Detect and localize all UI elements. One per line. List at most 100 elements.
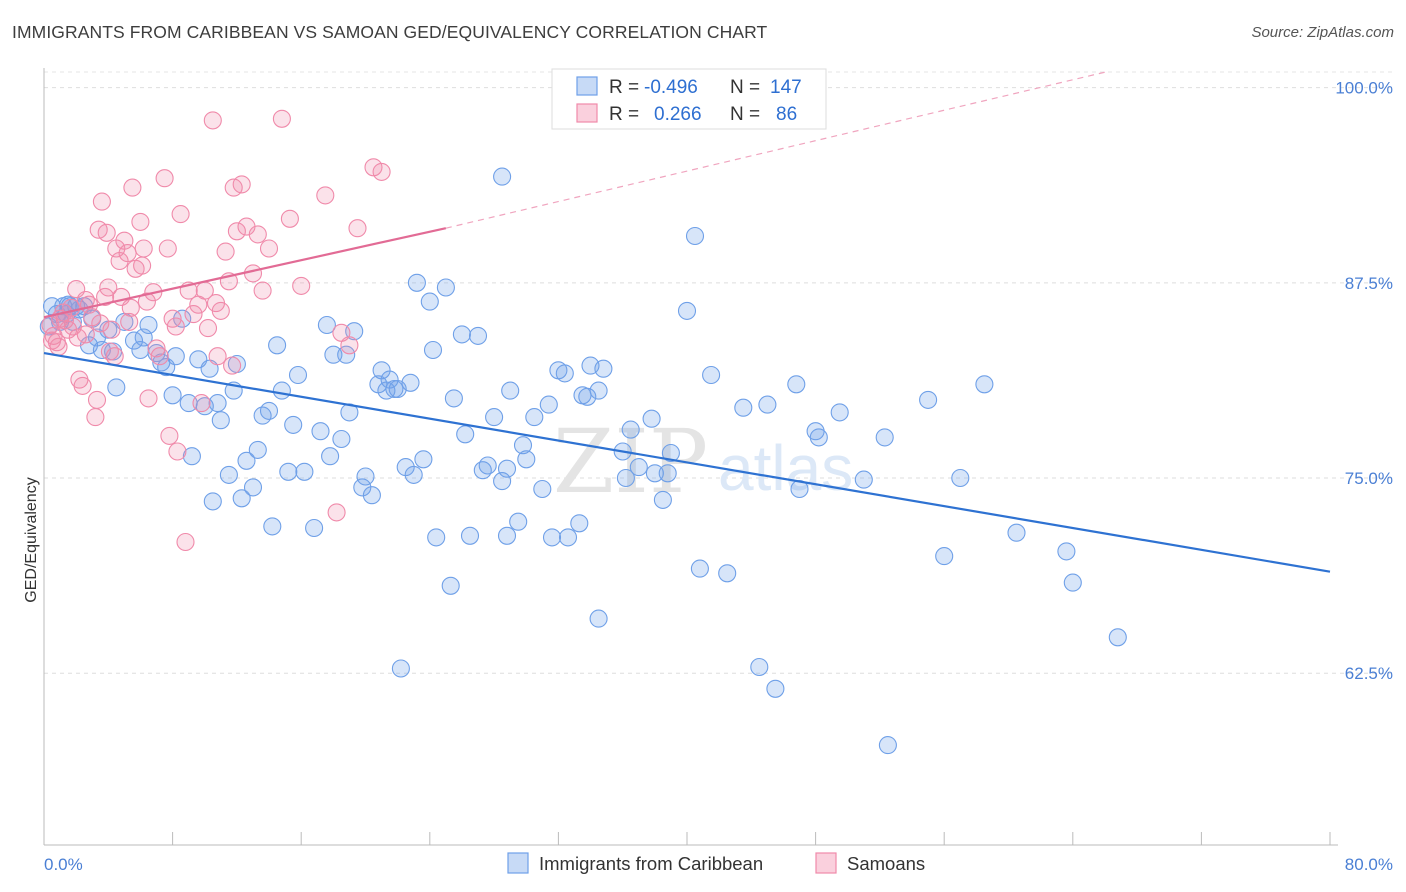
data-point-caribbean — [573, 386, 592, 405]
data-point-caribbean — [1057, 542, 1076, 561]
data-point-caribbean — [404, 465, 423, 484]
data-point-caribbean — [107, 378, 126, 397]
data-point-caribbean — [268, 336, 287, 355]
data-point-caribbean — [875, 428, 894, 447]
data-point-caribbean — [497, 526, 517, 545]
data-point-caribbean — [653, 490, 672, 509]
data-point-caribbean — [750, 657, 769, 677]
trendline-samoan-extension — [445, 71, 1106, 229]
data-point-caribbean — [353, 478, 372, 497]
series-caribbean-points — [39, 167, 1127, 755]
data-point-caribbean — [263, 517, 282, 536]
trendline-samoan — [43, 227, 447, 319]
data-point-caribbean — [478, 456, 497, 475]
data-point-caribbean — [645, 464, 664, 483]
y-axis-label: GED/Equivalency — [23, 477, 40, 602]
data-point-samoan — [232, 175, 251, 194]
data-point-caribbean — [166, 347, 185, 366]
data-point-samoan — [184, 305, 203, 324]
data-point-caribbean — [243, 478, 263, 497]
watermark-atlas: atlas — [718, 432, 853, 504]
data-point-caribbean — [427, 528, 446, 547]
data-point-samoan — [292, 276, 311, 295]
data-point-caribbean — [211, 411, 230, 430]
data-point-caribbean — [758, 395, 777, 414]
data-point-caribbean — [407, 273, 426, 292]
data-point-caribbean — [539, 395, 558, 414]
data-point-samoan — [272, 109, 291, 128]
data-point-samoan — [59, 320, 78, 339]
data-point-samoan — [168, 442, 187, 461]
data-point-samoan — [227, 222, 246, 241]
data-point-samoan — [176, 532, 195, 552]
data-point-samoan — [91, 314, 110, 333]
data-point-caribbean — [248, 440, 267, 459]
data-point-caribbean — [766, 679, 785, 698]
data-point-caribbean — [444, 389, 463, 408]
legend-bottom: Immigrants from Caribbean Samoans — [507, 852, 925, 874]
data-point-caribbean — [414, 450, 433, 469]
data-point-caribbean — [718, 564, 737, 583]
legend-r-label-1: R = — [609, 77, 639, 98]
data-point-caribbean — [337, 345, 356, 364]
data-point-caribbean — [147, 344, 166, 363]
data-point-samoan — [206, 294, 226, 313]
data-point-caribbean — [658, 464, 677, 483]
data-point-caribbean — [621, 420, 640, 439]
data-point-caribbean — [436, 278, 455, 297]
data-point-samoan — [316, 186, 335, 205]
data-point-samoan — [340, 336, 359, 355]
data-point-samoan — [123, 178, 142, 197]
data-point-samoan — [112, 287, 131, 306]
data-point-caribbean — [391, 659, 410, 678]
data-point-caribbean — [558, 528, 578, 547]
data-point-caribbean — [182, 447, 201, 466]
data-point-samoan — [150, 347, 169, 366]
data-point-caribbean — [935, 547, 954, 566]
axes — [43, 68, 1338, 846]
data-point-caribbean — [555, 364, 574, 383]
data-point-caribbean — [311, 422, 330, 441]
data-point-samoan — [259, 239, 279, 258]
data-point-samoan — [137, 292, 156, 311]
data-point-caribbean — [317, 315, 336, 335]
data-point-samoan — [42, 331, 62, 350]
data-point-caribbean — [589, 609, 608, 628]
data-point-samoan — [86, 408, 105, 427]
data-point-samoan — [68, 328, 87, 347]
data-point-caribbean — [878, 736, 897, 755]
data-point-samoan — [99, 278, 118, 297]
data-point-samoan — [92, 192, 111, 211]
data-point-samoan — [216, 242, 235, 261]
data-point-caribbean — [661, 443, 680, 463]
data-point-caribbean — [139, 315, 158, 335]
data-point-caribbean — [642, 409, 661, 428]
data-point-caribbean — [208, 394, 227, 413]
legend-top: R = -0.496 N = 147 R = 0.266 N = 86 — [551, 68, 827, 130]
data-point-caribbean — [163, 386, 182, 405]
data-point-caribbean — [420, 292, 439, 311]
data-point-caribbean — [690, 559, 709, 578]
data-point-samoan — [192, 394, 211, 413]
data-point-samoan — [253, 281, 272, 300]
data-point-samoan — [139, 389, 158, 408]
legend-n-value-1: 147 — [770, 77, 802, 98]
data-point-caribbean — [452, 325, 471, 344]
x-tick-label: 0.0% — [44, 855, 83, 874]
data-point-samoan — [372, 162, 391, 181]
data-point-samoan — [280, 209, 299, 228]
data-point-samoan — [102, 320, 121, 339]
legend-swatch-blue — [576, 76, 598, 96]
data-point-caribbean — [570, 514, 589, 533]
chart-source: Source: ZipAtlas.com — [1251, 24, 1394, 41]
data-point-caribbean — [253, 406, 272, 425]
data-point-caribbean — [485, 408, 504, 427]
data-point-samoan — [248, 225, 267, 244]
data-point-caribbean — [456, 425, 475, 444]
data-point-caribbean — [232, 489, 251, 508]
data-point-caribbean — [677, 301, 697, 320]
data-point-caribbean — [501, 381, 520, 400]
data-point-caribbean — [509, 512, 528, 531]
data-point-caribbean — [288, 365, 308, 385]
